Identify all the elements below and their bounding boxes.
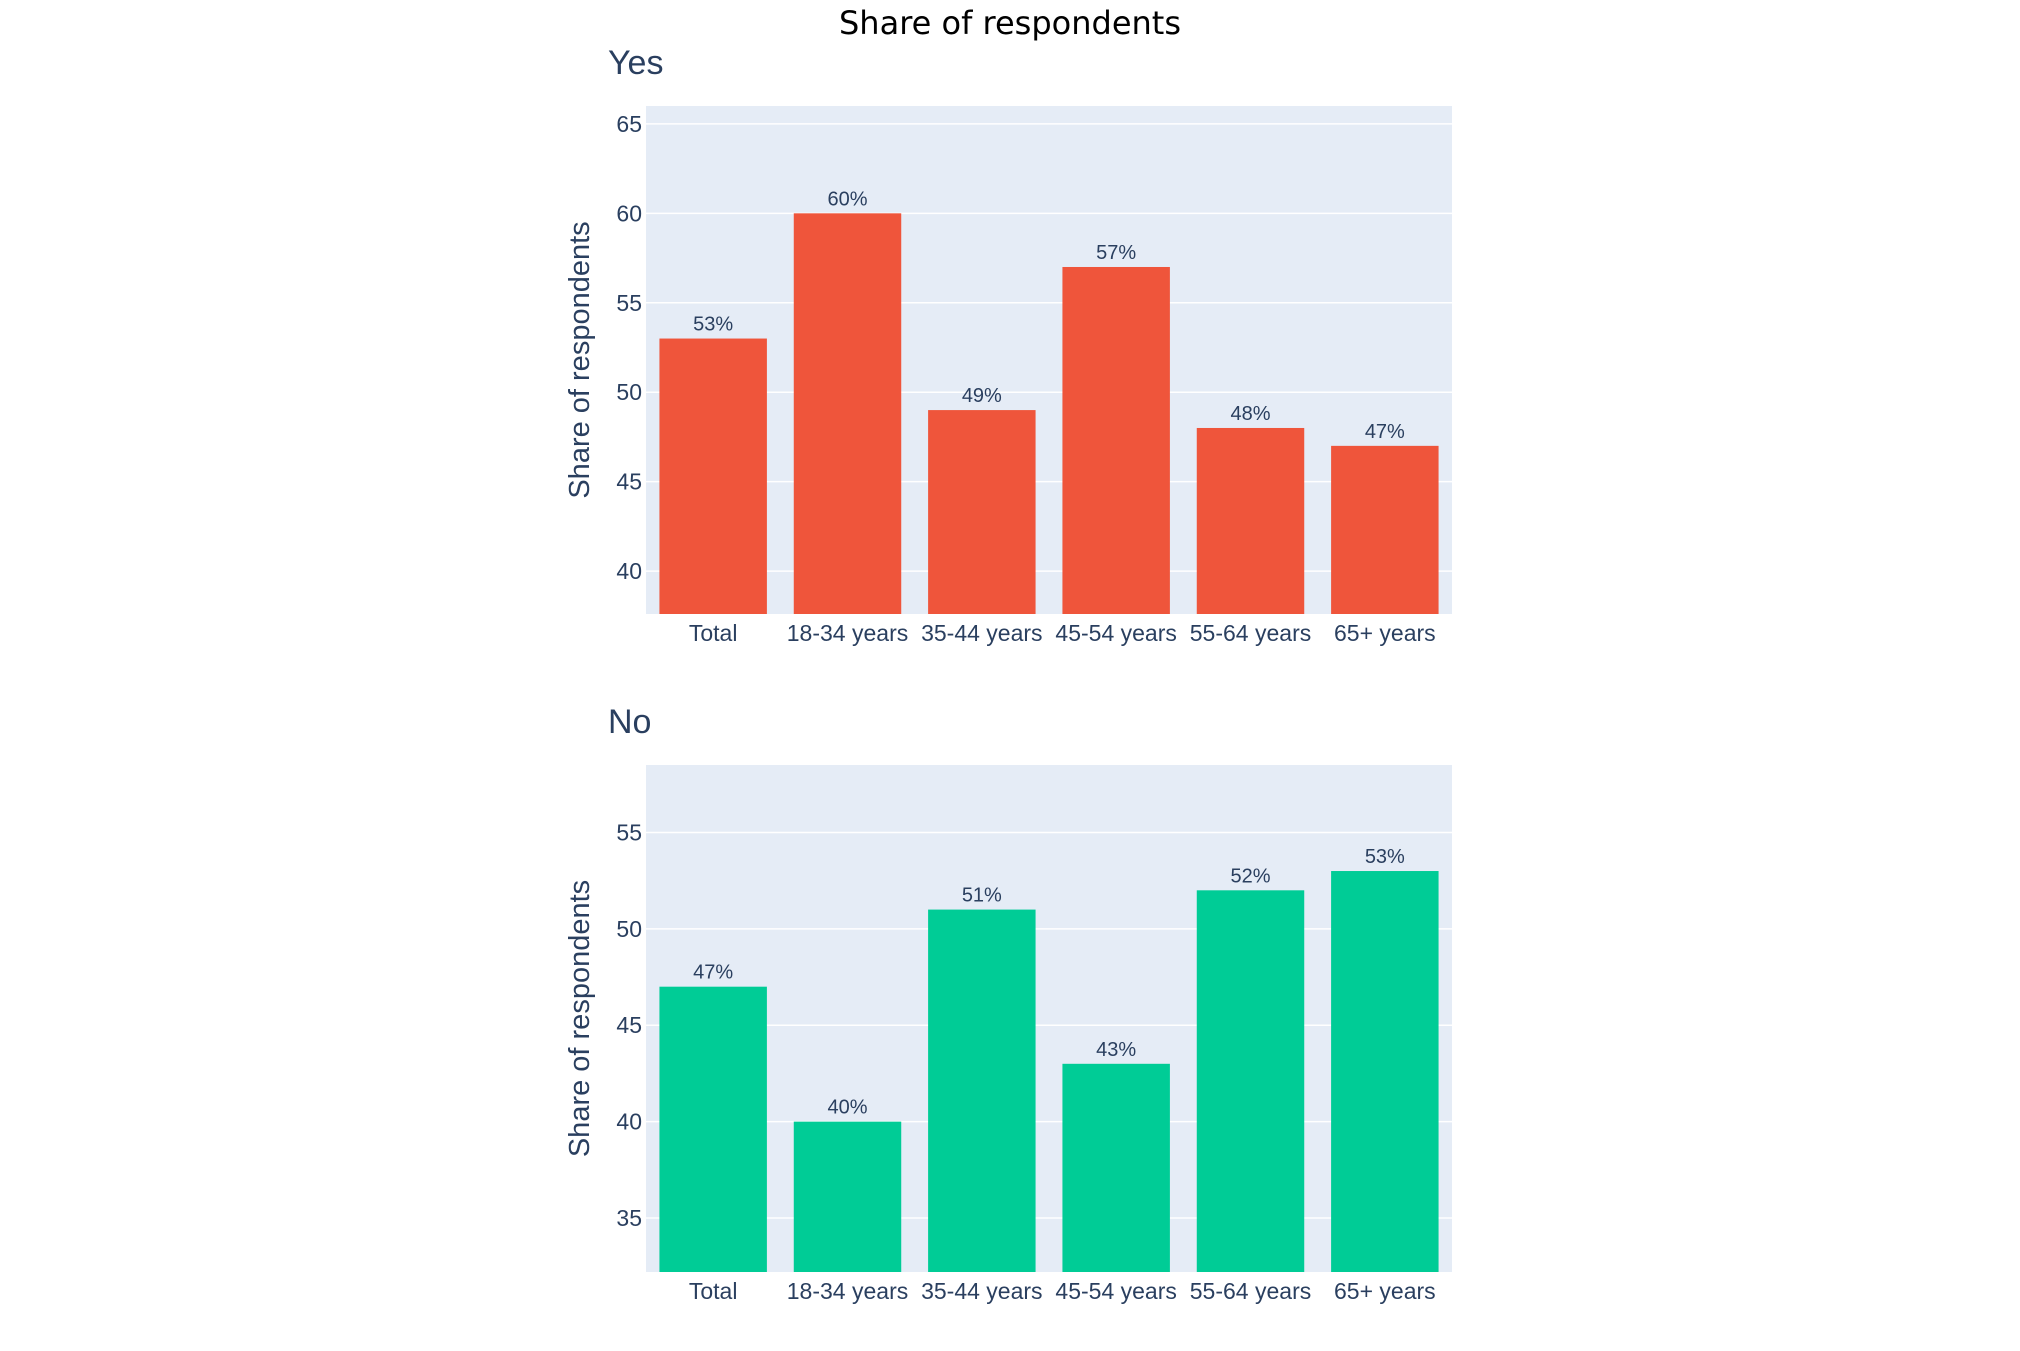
bar xyxy=(1196,890,1305,1272)
y-tick-label: 60 xyxy=(616,200,642,226)
x-tick-label: Total xyxy=(689,1278,738,1304)
data-label: 57% xyxy=(1096,242,1136,264)
y-tick-label: 55 xyxy=(616,819,642,845)
y-tick-label: 45 xyxy=(616,1012,642,1038)
x-tick-label: 35-44 years xyxy=(921,1278,1042,1304)
data-label: 49% xyxy=(962,385,1002,407)
data-label: 51% xyxy=(962,885,1002,907)
data-label: 60% xyxy=(827,188,867,210)
subplot-title: Yes xyxy=(608,44,663,82)
y-tick-label: 55 xyxy=(616,290,642,316)
data-label: 47% xyxy=(1365,421,1405,443)
data-label: 48% xyxy=(1230,403,1270,425)
bar xyxy=(793,213,902,614)
bar xyxy=(659,986,767,1272)
y-tick-label: 40 xyxy=(616,558,642,584)
x-tick-label: 45-54 years xyxy=(1055,620,1176,646)
y-tick-label: 50 xyxy=(616,379,642,405)
x-tick-label: 45-54 years xyxy=(1055,1278,1176,1304)
x-tick-label: 18-34 years xyxy=(787,1278,908,1304)
figure-title: Share of respondents xyxy=(838,4,1181,42)
bar xyxy=(1331,445,1439,614)
bar xyxy=(793,1121,902,1272)
plot-area xyxy=(646,106,1452,614)
x-tick-label: 55-64 years xyxy=(1190,620,1311,646)
bar xyxy=(1331,871,1439,1272)
bar xyxy=(928,410,1036,614)
no-panel: No 35 40 45 50 55 Share of respondents 47% Total… xyxy=(564,703,1452,1304)
x-tick-label: 65+ years xyxy=(1334,1278,1436,1304)
data-label: 53% xyxy=(1365,846,1405,868)
bar xyxy=(1062,1063,1170,1272)
x-tick-label: 18-34 years xyxy=(787,620,908,646)
bar xyxy=(1196,427,1305,614)
y-tick-label: 65 xyxy=(616,111,642,137)
y-tick-label: 40 xyxy=(616,1109,642,1135)
x-tick-label: 65+ years xyxy=(1334,620,1436,646)
x-tick-label: Total xyxy=(689,620,738,646)
data-label: 53% xyxy=(693,314,733,336)
data-label: 40% xyxy=(827,1097,867,1119)
x-tick-label: 35-44 years xyxy=(921,620,1042,646)
x-tick-label: 55-64 years xyxy=(1190,1278,1311,1304)
y-tick-label: 50 xyxy=(616,916,642,942)
yes-panel: Yes 40 45 50 55 60 65 Share of respondents 53% To… xyxy=(564,44,1452,646)
bar xyxy=(928,909,1036,1272)
y-tick-label: 35 xyxy=(616,1205,642,1231)
y-axis-label: Share of respondents xyxy=(564,221,596,498)
subplot-title: No xyxy=(608,703,651,741)
data-label: 47% xyxy=(693,962,733,984)
data-label: 43% xyxy=(1096,1039,1136,1061)
bar xyxy=(1062,266,1170,614)
y-axis-label: Share of respondents xyxy=(564,880,596,1157)
plot-area xyxy=(646,765,1452,1272)
bar xyxy=(659,338,767,614)
y-tick-label: 45 xyxy=(616,469,642,495)
data-label: 52% xyxy=(1230,865,1270,887)
